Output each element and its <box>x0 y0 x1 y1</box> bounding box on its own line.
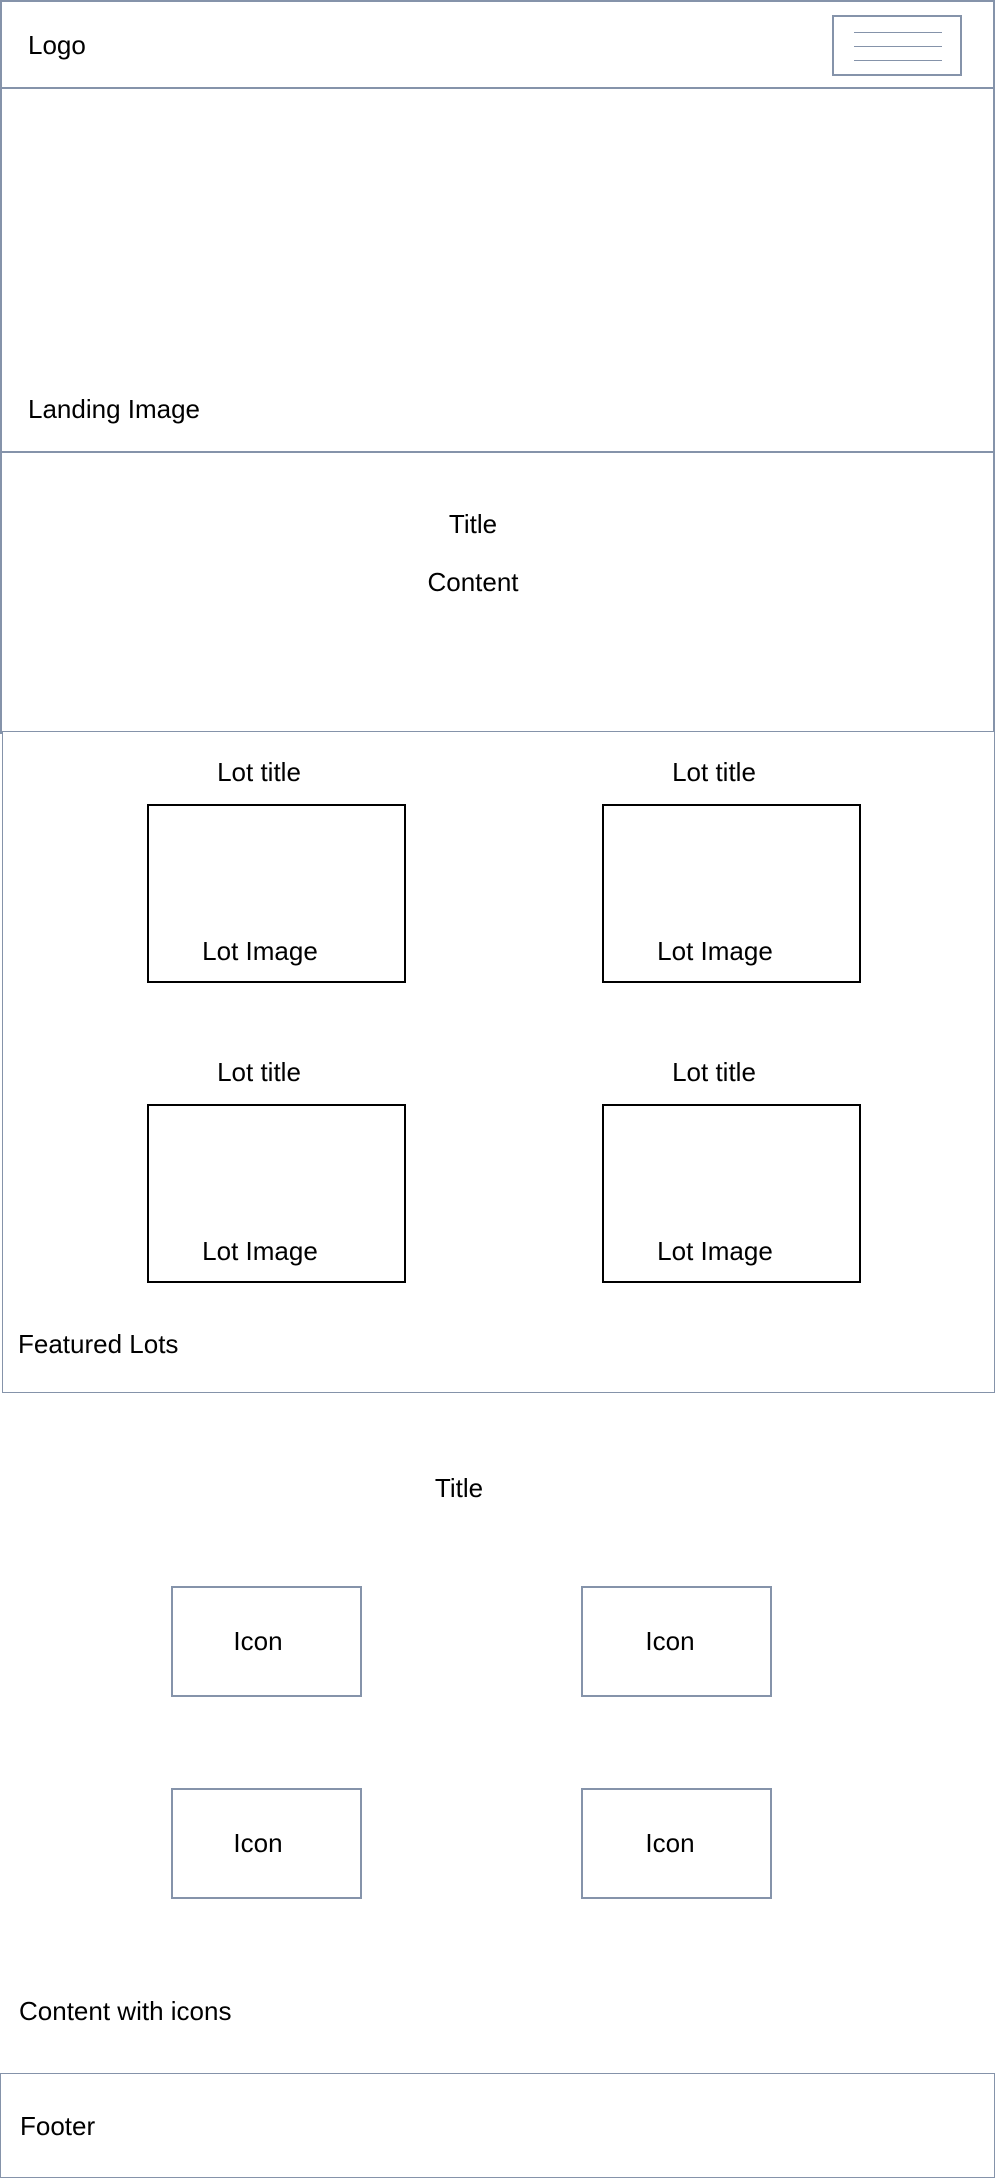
icons-section: Title Icon Icon Icon Icon Content with i… <box>0 1393 995 2073</box>
feature-icon[interactable]: Icon <box>171 1788 362 1899</box>
landing-image-label: Landing Image <box>28 394 201 424</box>
intro-title: Title <box>448 509 498 539</box>
lot-image[interactable]: Lot Image <box>602 804 861 983</box>
hamburger-line <box>854 32 942 33</box>
hamburger-line <box>854 60 942 61</box>
lot-title[interactable]: Lot title <box>672 757 756 787</box>
logo[interactable]: Logo <box>28 30 86 60</box>
feature-icon[interactable]: Icon <box>581 1788 772 1899</box>
lot-title[interactable]: Lot title <box>672 1057 756 1087</box>
feature-icon-label: Icon <box>645 1828 695 1858</box>
lot-title[interactable]: Lot title <box>217 757 301 787</box>
intro-content: Content <box>427 567 519 597</box>
icons-section-title: Title <box>434 1473 484 1503</box>
hamburger-line <box>854 46 942 47</box>
featured-lots-label: Featured Lots <box>18 1329 179 1359</box>
lot-image-label: Lot Image <box>657 1236 773 1266</box>
header: Logo <box>0 0 995 90</box>
lot-image[interactable]: Lot Image <box>147 804 406 983</box>
lot-image[interactable]: Lot Image <box>602 1104 861 1283</box>
icons-section-label: Content with icons <box>19 1996 232 2026</box>
lot-image-label: Lot Image <box>202 936 318 966</box>
feature-icon-label: Icon <box>233 1828 283 1858</box>
lot-image-label: Lot Image <box>657 936 773 966</box>
intro-section: Title Content <box>0 451 995 734</box>
footer: Footer <box>0 2073 995 2178</box>
feature-icon[interactable]: Icon <box>581 1586 772 1697</box>
hamburger-menu-icon[interactable] <box>832 15 962 76</box>
featured-lots-section: Lot title Lot Image Lot title Lot Image … <box>2 731 995 1393</box>
lot-image-label: Lot Image <box>202 1236 318 1266</box>
feature-icon-label: Icon <box>233 1626 283 1656</box>
feature-icon[interactable]: Icon <box>171 1586 362 1697</box>
landing-image: Landing Image <box>0 87 995 455</box>
lot-title[interactable]: Lot title <box>217 1057 301 1087</box>
footer-label: Footer <box>20 2111 96 2141</box>
feature-icon-label: Icon <box>645 1626 695 1656</box>
lot-image[interactable]: Lot Image <box>147 1104 406 1283</box>
